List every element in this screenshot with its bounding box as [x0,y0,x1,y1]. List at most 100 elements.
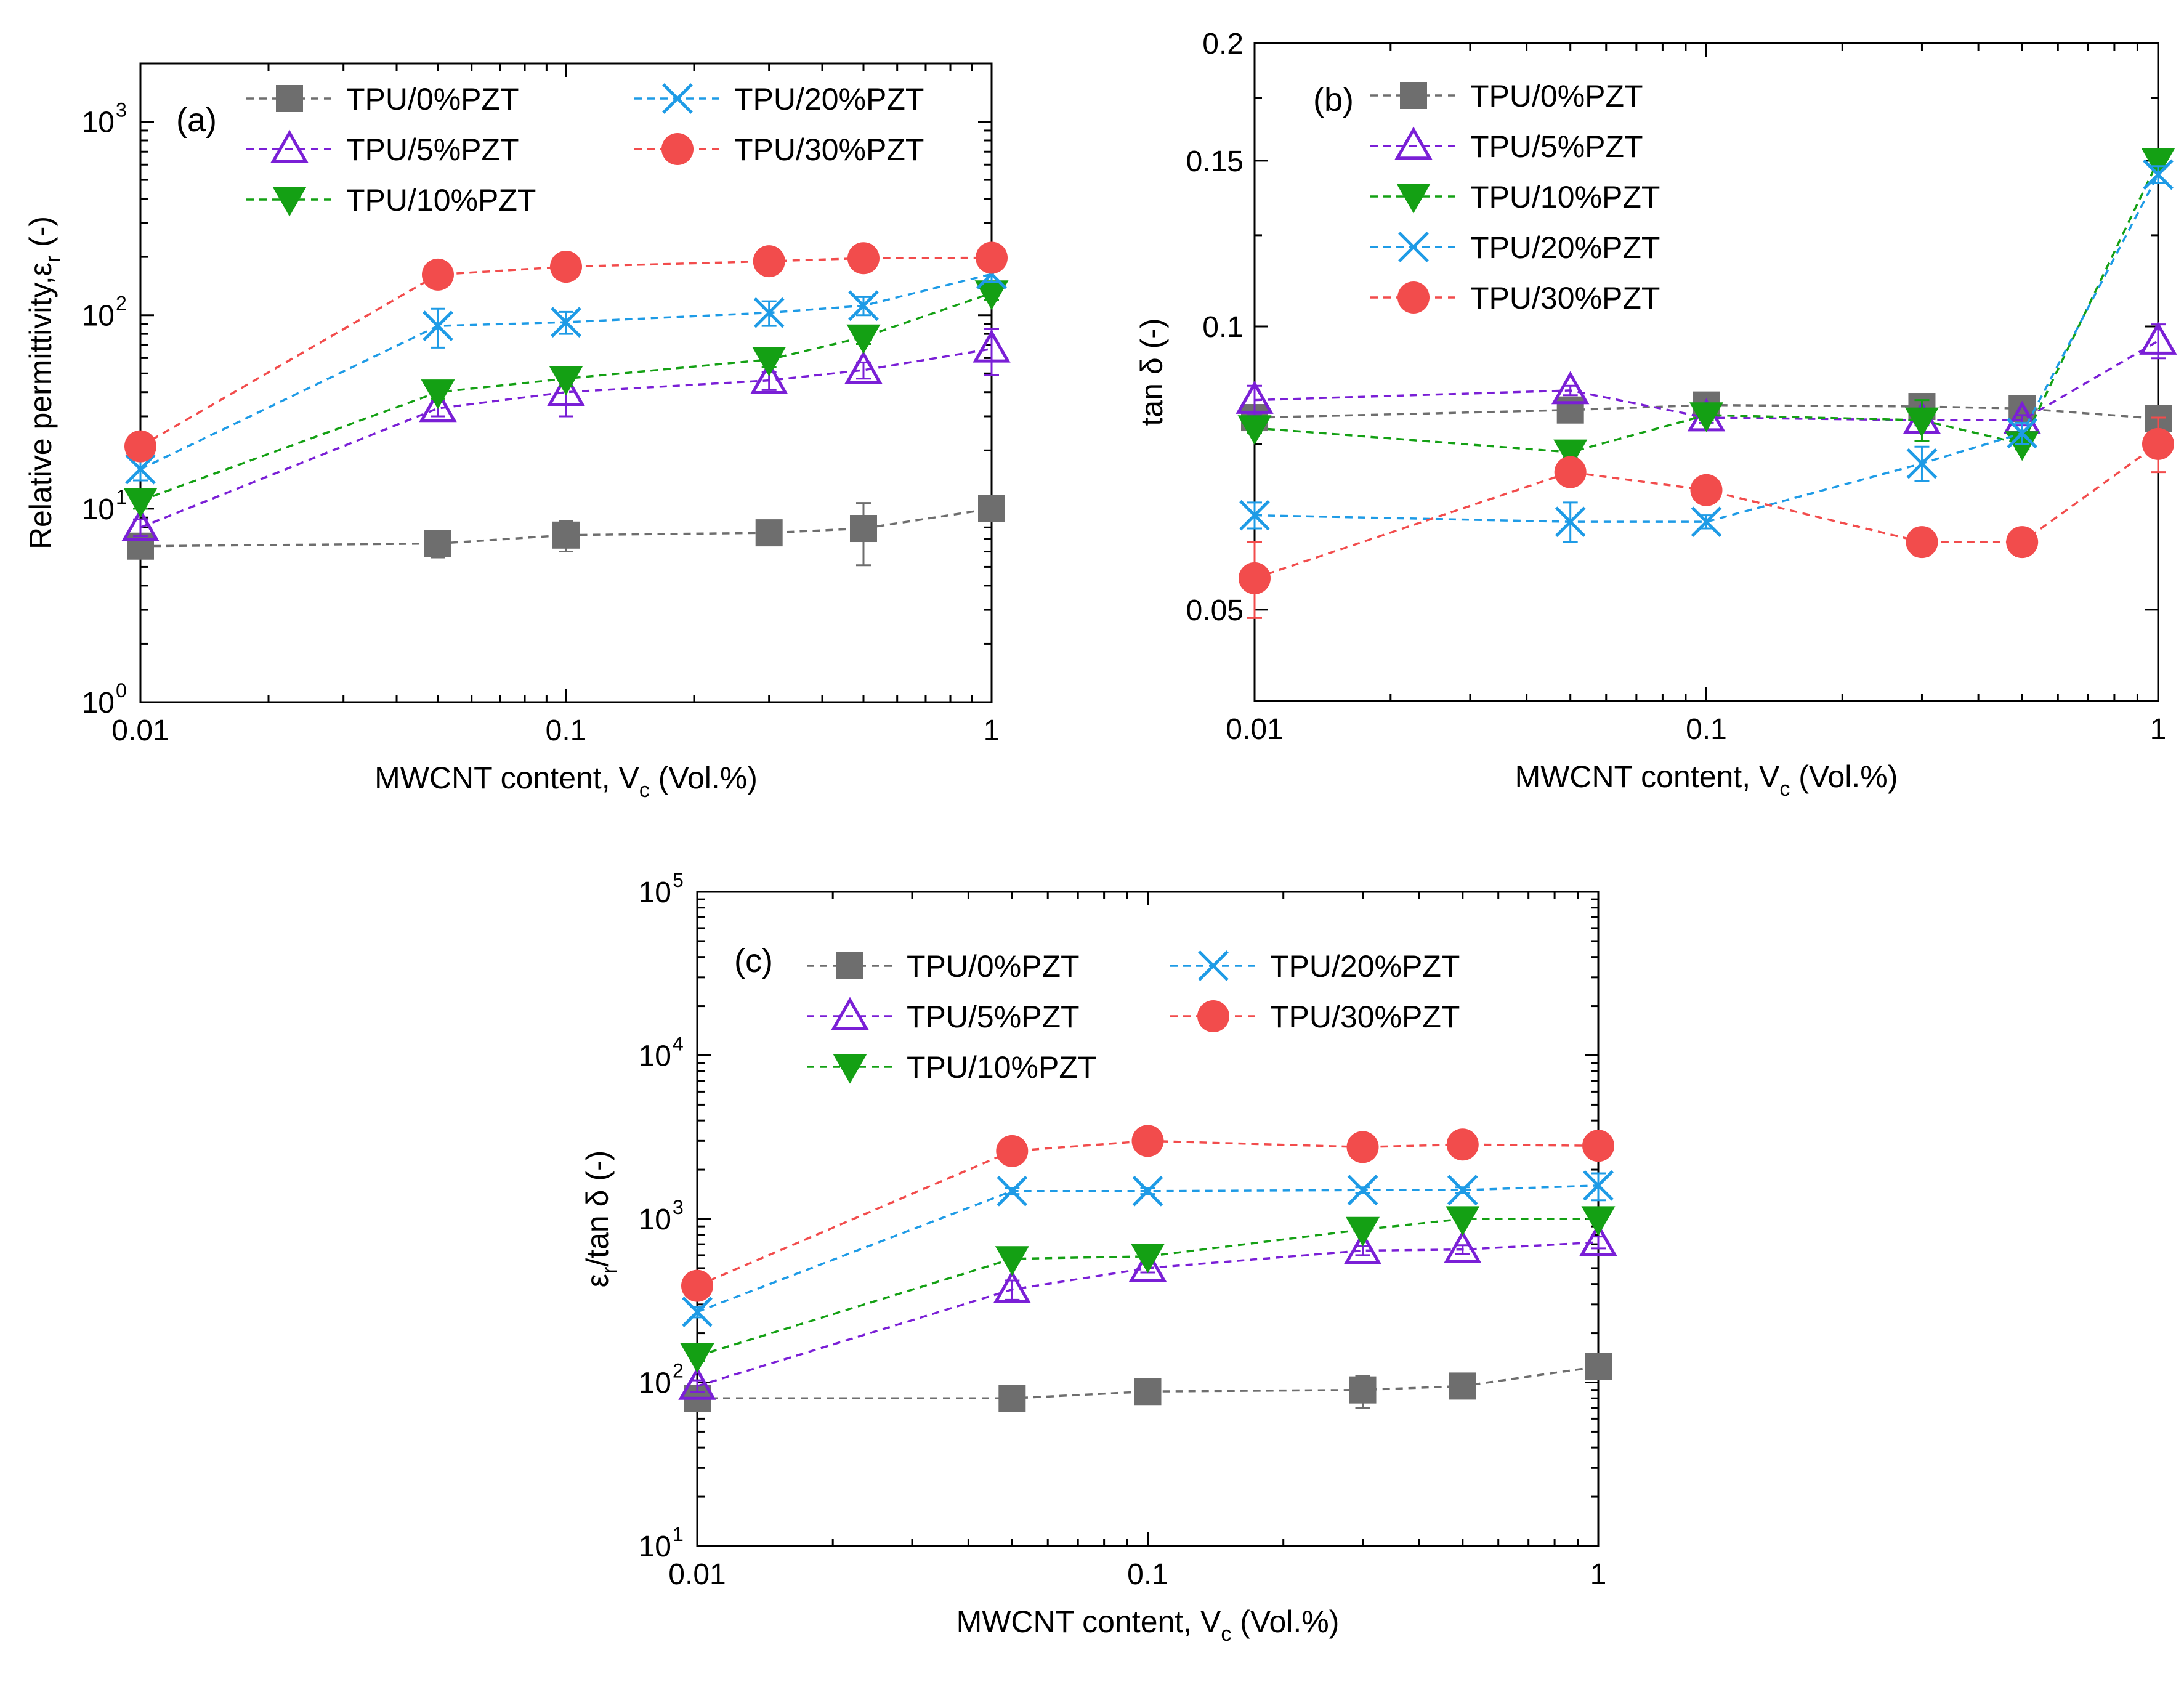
data-point-marker [1239,500,1270,531]
data-point-marker [755,519,783,547]
data-point-marker [1906,526,1938,559]
series-line [697,1365,1599,1399]
legend-marker-marker [661,133,694,165]
series-line [140,347,992,528]
legend-item: TPU/10%PZT [1370,180,1660,214]
data-point-marker [682,1297,713,1327]
data-point-marker [1582,1130,1614,1162]
data-point-marker [1346,1216,1380,1247]
legend-item: TPU/30%PZT [1370,281,1660,315]
series-TPU/30%PZT [681,1125,1614,1302]
data-point-marker [844,350,883,384]
legend-marker-marker [276,85,303,112]
legend-item: TPU/20%PZT [1170,949,1460,984]
series-line [140,273,992,471]
legend-item: TPU/0%PZT [1370,79,1643,113]
legend-marker-marker [831,997,869,1030]
legend-label: TPU/5%PZT [1470,129,1643,164]
y-tick-label: 10 [639,1204,671,1236]
legend-label: TPU/10%PZT [346,183,536,217]
data-point-marker [1554,456,1587,488]
data-point-marker [1906,448,1938,479]
legend-label: TPU/20%PZT [1270,949,1460,984]
legend-item: TPU/30%PZT [634,132,924,167]
data-point-marker [421,379,455,410]
legend-marker-marker [1397,281,1430,314]
data-point-marker [1346,1131,1379,1163]
legend-label: TPU/5%PZT [907,1000,1080,1034]
data-point-marker [678,1366,716,1400]
data-point-marker [1689,402,1723,432]
series-TPU/30%PZT [1239,416,2174,619]
data-point-marker [1237,415,1272,445]
y-tick-label: 10 [82,107,115,139]
legend: TPU/0%PZT TPU/5%PZT TPU/10%PZT TPU/20%PZT TP… [246,82,924,217]
y-axis-label: εr/tan δ (-) [580,1151,621,1288]
data-point-marker [2142,427,2174,460]
y-tick-label: 10 [82,493,115,526]
y-tick-label: 10 [639,1531,671,1563]
data-point-marker [424,530,451,557]
series-line [140,292,992,502]
series-TPU/20%PZT [682,1170,1614,1327]
x-tick-label: 1 [984,714,1000,747]
y-tick-label: 10 [639,1367,671,1400]
data-point-marker [551,307,581,338]
legend-marker-marker [1394,126,1433,160]
y-tick-label: 10 [82,300,115,333]
data-point-marker [1447,1175,1478,1206]
legend-marker-marker [1400,82,1427,109]
data-point-marker [125,453,156,485]
data-point-marker [993,1270,1032,1303]
data-point-marker [2143,159,2174,190]
legend-marker-marker [662,83,693,114]
y-axis-label: tan δ (-) [1134,318,1169,426]
data-point-marker [1551,371,1590,405]
data-point-marker [1446,1206,1480,1236]
x-tick-label: 0.1 [1686,713,1727,746]
series-line [697,1139,1599,1287]
series-line [1254,174,2159,523]
legend-marker-marker [1398,232,1429,262]
x-tick-label: 0.01 [111,714,169,747]
data-point-marker [121,508,160,541]
legend-label: TPU/20%PZT [1470,230,1660,265]
x-tick-label: 0.01 [1226,713,1283,746]
data-point-marker [1449,1372,1476,1400]
series-TPU/30%PZT [124,241,1008,463]
data-point-marker [549,366,583,396]
legend-item: TPU/30%PZT [1170,1000,1460,1034]
y-tick-label: 10 [639,1040,671,1073]
data-point-marker [423,310,453,342]
series-line [1254,340,2159,421]
data-point-marker [1553,439,1588,469]
y-tick-label: 0.2 [1202,28,1244,60]
legend-label: TPU/0%PZT [907,949,1080,984]
legend-label: TPU/0%PZT [346,82,519,116]
y-tick-exponent: 0 [116,679,127,702]
data-point-marker [846,324,881,354]
data-point-marker [752,347,787,377]
data-point-marker [2005,431,2039,461]
x-tick-label: 0.1 [1127,1558,1168,1591]
data-point-marker [1131,1244,1165,1274]
legend: TPU/0%PZT TPU/5%PZT TPU/10%PZT TPU/20%PZT TP… [1370,79,1660,315]
panel-label: (a) [176,102,217,139]
legend-item: TPU/20%PZT [1370,230,1660,265]
legend-marker-marker [1197,1000,1229,1032]
data-point-marker [2006,526,2039,559]
data-point-marker [1583,1170,1614,1201]
series-line [697,1241,1599,1388]
y-tick-exponent: 1 [116,486,127,508]
data-point-marker [1134,1378,1162,1406]
x-tick-label: 1 [1590,1558,1607,1591]
data-point-marker [421,258,454,291]
legend-label: TPU/20%PZT [734,82,924,116]
data-point-marker [680,1343,714,1373]
series-line [697,1218,1598,1357]
legend-label: TPU/30%PZT [734,132,924,167]
data-point-marker [1347,1175,1378,1206]
data-point-marker [1691,506,1722,538]
y-tick-exponent: 3 [673,1196,684,1218]
data-point-marker [1581,1206,1616,1236]
